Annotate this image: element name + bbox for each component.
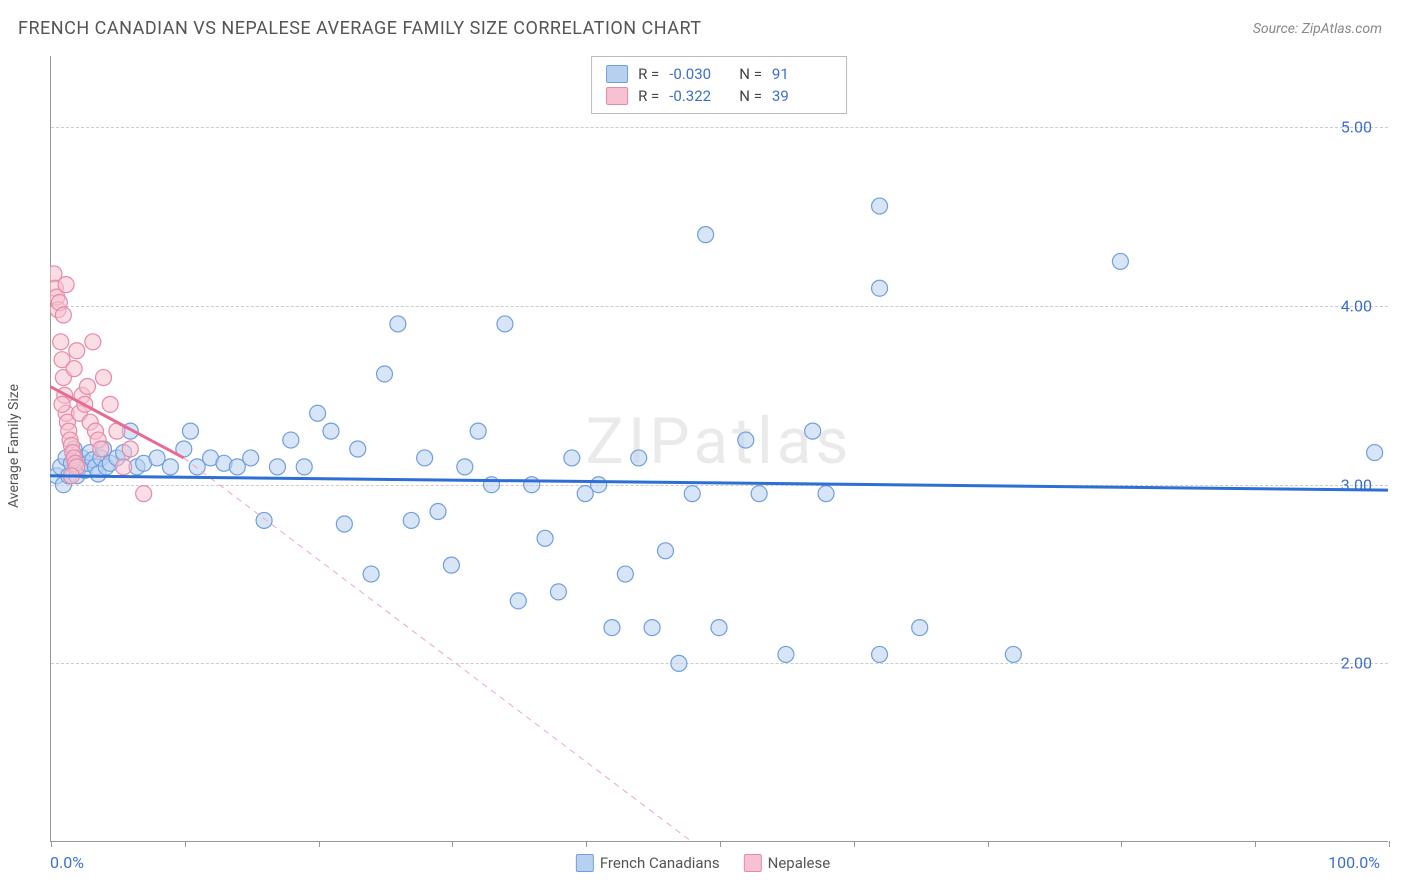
scatter-point-blue: [698, 227, 714, 243]
scatter-point-blue: [711, 620, 727, 636]
scatter-point-blue: [182, 423, 198, 439]
scatter-point-pink: [96, 370, 112, 386]
scatter-point-pink: [93, 441, 109, 457]
scatter-point-blue: [604, 620, 620, 636]
legend-label: Nepalese: [768, 854, 831, 872]
scatter-point-blue: [818, 486, 834, 502]
scatter-point-blue: [350, 441, 366, 457]
scatter-point-blue: [310, 405, 326, 421]
scatter-point-pink: [55, 307, 71, 323]
chart-area: ZIPatlas R =-0.030N =91R =-0.322N =39: [50, 56, 1388, 842]
n-label: N =: [739, 65, 762, 83]
scatter-point-blue: [872, 198, 888, 214]
scatter-point-pink: [116, 459, 132, 475]
scatter-point-pink: [58, 277, 74, 293]
scatter-point-blue: [657, 543, 673, 559]
chart-header: FRENCH CANADIAN VS NEPALESE AVERAGE FAMI…: [0, 0, 1406, 51]
scatter-point-blue: [738, 432, 754, 448]
legend-item: Nepalese: [744, 854, 831, 872]
scatter-point-blue: [417, 450, 433, 466]
scatter-point-pink: [69, 343, 85, 359]
scatter-point-blue: [323, 423, 339, 439]
scatter-point-pink: [54, 396, 70, 412]
scatter-point-pink: [85, 334, 101, 350]
n-value: 91: [772, 65, 832, 83]
scatter-point-pink: [136, 486, 152, 502]
scatter-point-blue: [457, 459, 473, 475]
series-legend: French Canadians Nepalese: [576, 854, 830, 872]
scatter-point-blue: [363, 566, 379, 582]
regression-line: [50, 476, 1388, 490]
scatter-point-blue: [1112, 253, 1128, 269]
scatter-point-blue: [403, 512, 419, 528]
n-value: 39: [772, 87, 832, 105]
scatter-point-blue: [537, 530, 553, 546]
correlation-legend-row: R = -0.322 N = 39: [606, 85, 832, 107]
chart-source: Source: ZipAtlas.com: [1253, 21, 1382, 37]
legend-swatch: [744, 854, 762, 872]
scatter-point-blue: [671, 655, 687, 671]
scatter-svg: [50, 56, 1388, 842]
scatter-point-pink: [53, 334, 69, 350]
scatter-point-pink: [66, 361, 82, 377]
scatter-point-pink: [102, 396, 118, 412]
scatter-point-blue: [443, 557, 459, 573]
scatter-point-blue: [684, 486, 700, 502]
scatter-point-blue: [269, 459, 285, 475]
scatter-point-blue: [912, 620, 928, 636]
scatter-point-blue: [243, 450, 259, 466]
scatter-point-blue: [591, 477, 607, 493]
r-value: -0.322: [669, 87, 729, 105]
scatter-point-blue: [872, 646, 888, 662]
correlation-legend: R = -0.030 N = 91 R = -0.322 N = 39: [591, 56, 847, 114]
legend-swatch: [606, 65, 628, 83]
scatter-point-blue: [296, 459, 312, 475]
scatter-point-blue: [390, 316, 406, 332]
scatter-point-pink: [79, 378, 95, 394]
x-axis-max-label: 100.0%: [1328, 853, 1380, 872]
scatter-point-blue: [778, 646, 794, 662]
chart-title: FRENCH CANADIAN VS NEPALESE AVERAGE FAMI…: [18, 18, 702, 39]
legend-swatch: [576, 854, 594, 872]
scatter-point-blue: [751, 486, 767, 502]
scatter-point-blue: [805, 423, 821, 439]
scatter-point-blue: [510, 593, 526, 609]
scatter-point-blue: [872, 280, 888, 296]
legend-label: French Canadians: [600, 854, 720, 872]
r-label: R =: [638, 65, 659, 83]
scatter-point-pink: [122, 441, 138, 457]
scatter-point-blue: [524, 477, 540, 493]
legend-swatch: [606, 87, 628, 105]
scatter-point-blue: [470, 423, 486, 439]
x-tick: [1389, 841, 1390, 847]
y-axis-label: Average Family Size: [6, 384, 22, 508]
r-label: R =: [638, 87, 659, 105]
x-axis-min-label: 0.0%: [50, 853, 84, 872]
scatter-point-blue: [617, 566, 633, 582]
scatter-point-blue: [497, 316, 513, 332]
scatter-point-blue: [1005, 646, 1021, 662]
r-value: -0.030: [669, 65, 729, 83]
scatter-point-blue: [644, 620, 660, 636]
scatter-point-blue: [564, 450, 580, 466]
scatter-point-blue: [283, 432, 299, 448]
n-label: N =: [739, 87, 762, 105]
legend-item: French Canadians: [576, 854, 720, 872]
correlation-legend-row: R = -0.030 N = 91: [606, 63, 832, 85]
scatter-point-blue: [550, 584, 566, 600]
scatter-point-blue: [162, 459, 178, 475]
scatter-point-blue: [430, 504, 446, 520]
scatter-point-blue: [377, 366, 393, 382]
scatter-point-blue: [1367, 445, 1383, 461]
scatter-point-blue: [336, 516, 352, 532]
scatter-point-blue: [631, 450, 647, 466]
